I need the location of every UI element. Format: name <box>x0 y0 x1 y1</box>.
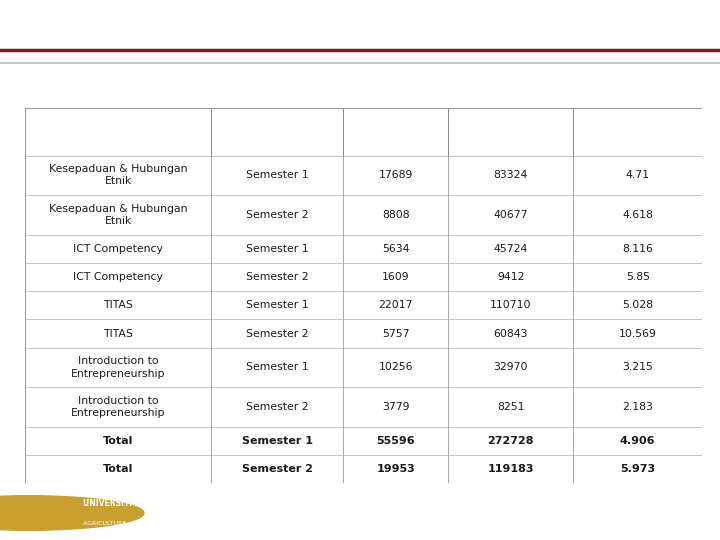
Text: 272728: 272728 <box>487 436 534 446</box>
Text: Kesepaduan & Hubungan
Etnik: Kesepaduan & Hubungan Etnik <box>49 164 187 186</box>
Text: Total: Total <box>103 436 133 446</box>
Text: 5.973: 5.973 <box>620 464 655 474</box>
Text: TITAS: TITAS <box>104 300 133 310</box>
Text: 3.215: 3.215 <box>622 362 653 373</box>
Text: Semester 2: Semester 2 <box>246 328 309 339</box>
Text: 119183: 119183 <box>487 464 534 474</box>
Text: Semester 2: Semester 2 <box>246 272 309 282</box>
Text: Semester 1: Semester 1 <box>246 300 309 310</box>
Text: Semester 2: Semester 2 <box>242 464 312 474</box>
Text: Semester 2: Semester 2 <box>246 402 309 412</box>
Text: 5.028: 5.028 <box>622 300 653 310</box>
Text: Semester 1: Semester 1 <box>246 244 309 254</box>
Text: 4.906: 4.906 <box>620 436 655 446</box>
Text: 5.85: 5.85 <box>626 272 649 282</box>
Text: 4.618: 4.618 <box>622 210 653 220</box>
Text: ICT Competency: ICT Competency <box>73 244 163 254</box>
Text: Semester 1: Semester 1 <box>242 436 312 446</box>
Text: Comparing Two Groups: Comparing Two Groups <box>221 46 492 67</box>
Text: 9412: 9412 <box>497 272 525 282</box>
Text: 17689: 17689 <box>379 170 413 180</box>
Text: Students: Students <box>368 127 424 137</box>
Text: UNIVERSITI PUTRA MALAYSIA: UNIVERSITI PUTRA MALAYSIA <box>83 499 210 508</box>
Text: Semester: Semester <box>248 127 307 137</box>
Text: 5757: 5757 <box>382 328 410 339</box>
Text: 19953: 19953 <box>377 464 415 474</box>
Text: 10256: 10256 <box>379 362 413 373</box>
Text: 32970: 32970 <box>493 362 528 373</box>
Text: 40677: 40677 <box>493 210 528 220</box>
Circle shape <box>0 496 144 530</box>
Text: 4.71: 4.71 <box>626 170 649 180</box>
Text: Comments Per
Student: Comments Per Student <box>593 120 683 143</box>
Text: Semester 2: Semester 2 <box>246 210 309 220</box>
Text: ICT Competency: ICT Competency <box>73 272 163 282</box>
Text: 5634: 5634 <box>382 244 410 254</box>
Text: Introduction to
Entrepreneurship: Introduction to Entrepreneurship <box>71 356 166 379</box>
Text: Semester 1: Semester 1 <box>246 362 309 373</box>
Text: 8808: 8808 <box>382 210 410 220</box>
Text: 60843: 60843 <box>493 328 528 339</box>
Text: 8251: 8251 <box>497 402 525 412</box>
Text: Semester 1: Semester 1 <box>246 170 309 180</box>
Text: Comments: Comments <box>478 127 544 137</box>
Text: TITAS: TITAS <box>104 328 133 339</box>
Text: 55596: 55596 <box>377 436 415 446</box>
Text: 10.569: 10.569 <box>618 328 657 339</box>
Text: Introduction to
Entrepreneurship: Introduction to Entrepreneurship <box>71 396 166 418</box>
Text: 3779: 3779 <box>382 402 410 412</box>
Text: Kesepaduan & Hubungan
Etnik: Kesepaduan & Hubungan Etnik <box>49 204 187 226</box>
Text: 45724: 45724 <box>494 244 528 254</box>
Text: Total: Total <box>103 464 133 474</box>
Text: 1609: 1609 <box>382 272 410 282</box>
Text: Course: Course <box>96 127 140 137</box>
Text: 22017: 22017 <box>379 300 413 310</box>
Text: 110710: 110710 <box>490 300 531 310</box>
Text: 2.183: 2.183 <box>622 402 653 412</box>
Text: AGRICULTURE  •  INNOVATION  •  LIFE: AGRICULTURE • INNOVATION • LIFE <box>83 521 202 526</box>
Text: 8.116: 8.116 <box>622 244 653 254</box>
Text: 83324: 83324 <box>494 170 528 180</box>
